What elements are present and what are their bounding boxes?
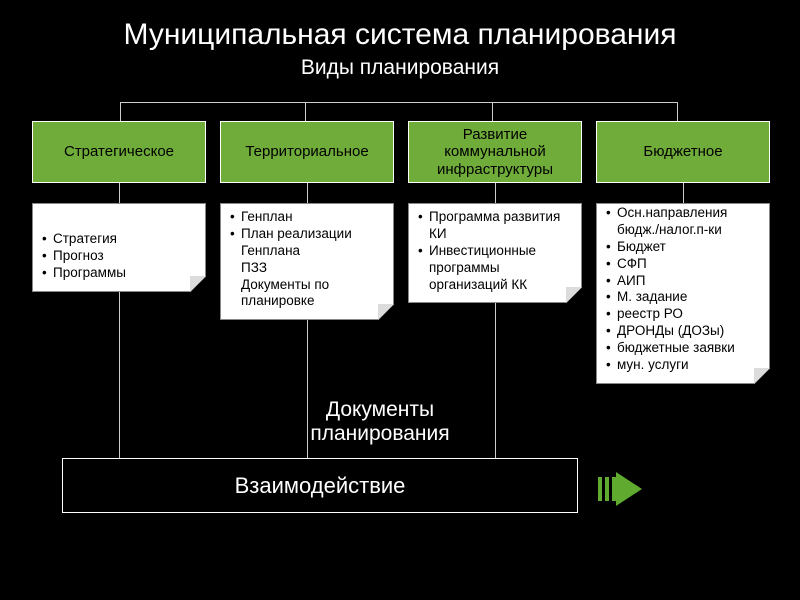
list-item: Осн.направления бюдж./налог.п-ки [606,205,762,239]
connector-vertical [495,303,496,458]
list-item: бюджетные заявки [606,340,762,357]
document-list-box: ГенпланПлан реализации ГенпланаПЗЗДокуме… [220,203,394,320]
document-list-box: Программа развития КИИнвестиционные прог… [408,203,582,303]
list-item: Документы по планировке [230,277,386,311]
connector-vertical [683,183,684,203]
column-header: Территориальное [220,121,394,183]
connector-stub [305,102,306,121]
list-item: СФП [606,256,762,273]
list-item: мун. услуги [606,357,762,374]
list-item: Прогноз [42,248,198,265]
list-item: Программы [42,265,198,282]
connector-vertical [495,183,496,203]
page-subtitle: Виды планирования [0,56,800,86]
list-item: реестр РО [606,306,762,323]
list-item: Инвестиционные программы организаций КК [418,243,574,294]
list-item: План реализации Генплана [230,226,386,260]
list-item: Бюджет [606,239,762,256]
connector-stub [492,102,493,121]
connector-vertical [307,183,308,203]
connector-vertical [119,183,120,203]
list-item: ДРОНДы (ДОЗы) [606,323,762,340]
connector-vertical [307,320,308,458]
column-3: Бюджетное Осн.направления бюдж./налог.п-к… [596,121,770,384]
page-fold-icon [566,287,582,303]
column-header: Стратегическое [32,121,206,183]
columns-container: СтратегическоеСтратегияПрогнозПрограммыТ… [32,121,770,384]
connector-horizontal [120,102,678,121]
column-header: Развитие коммунальной инфраструктуры [408,121,582,183]
page-fold-icon [754,368,770,384]
page-title: Муниципальная система планирования [0,0,800,56]
page-fold-icon [378,304,394,320]
list-item: М. задание [606,289,762,306]
connector-vertical [119,292,120,458]
arrow-right-icon [598,472,642,506]
documents-label: Документы планирования [270,398,490,446]
list-item: Программа развития КИ [418,209,574,243]
interaction-box: Взаимодействие [62,458,578,513]
list-item: АИП [606,273,762,290]
list-item: ПЗЗ [230,260,386,277]
page-fold-icon [190,276,206,292]
list-item: Генплан [230,209,386,226]
list-item: Стратегия [42,231,198,248]
document-list-box: СтратегияПрогнозПрограммы [32,203,206,292]
document-list-box: Осн.направления бюдж./налог.п-киБюджетСФ… [596,203,770,384]
column-header: Бюджетное [596,121,770,183]
